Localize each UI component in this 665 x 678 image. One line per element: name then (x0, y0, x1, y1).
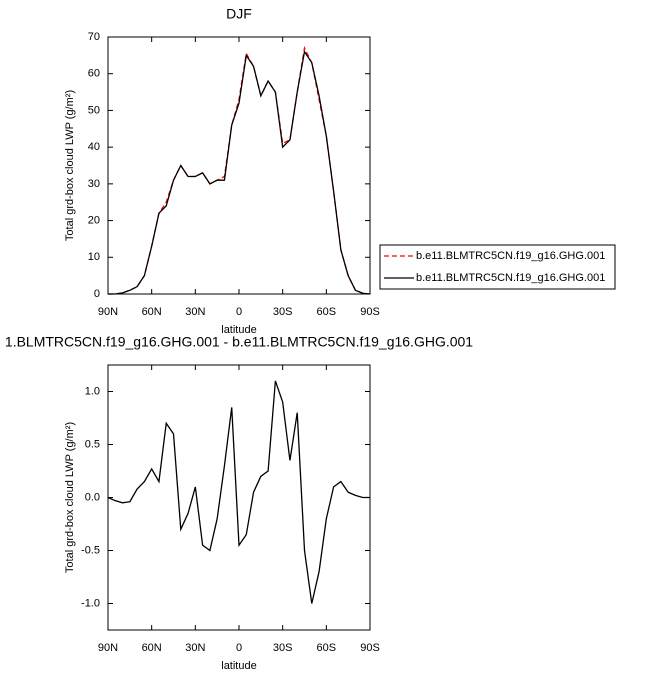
y-tick-label: -1.0 (81, 597, 100, 609)
y-tick-label: 70 (88, 31, 100, 43)
plot-frame (107, 364, 371, 631)
legend-label: b.e11.BLMTRC5CN.f19_g16.GHG.001 (416, 272, 605, 284)
y-tick-label: 0.0 (85, 491, 100, 503)
x-tick-label: 0 (236, 642, 242, 654)
y-tick-label: 10 (88, 251, 100, 263)
y-tick-label: 0 (94, 288, 100, 300)
x-tick-label: 30S (273, 642, 293, 654)
y-axis-label: Total grd-box cloud LWP (g/m²) (64, 90, 76, 241)
x-tick-label: 0 (236, 306, 242, 318)
y-tick-label: -0.5 (81, 544, 100, 556)
x-tick-label: 60S (317, 306, 337, 318)
chart-title: 1.BLMTRC5CN.f19_g16.GHG.001 - b.e11.BLMT… (5, 334, 473, 350)
y-axis-label: Total grd-box cloud LWP (g/m²) (64, 422, 76, 573)
legend-label: b.e11.BLMTRC5CN.f19_g16.GHG.001 (416, 250, 605, 262)
data-line (108, 49, 371, 295)
plot-frame (107, 36, 371, 295)
y-tick-label: 1.0 (85, 385, 100, 397)
chart-title: DJF (226, 6, 252, 22)
y-tick-label: 0.5 (85, 438, 100, 450)
x-tick-label: 30N (185, 642, 205, 654)
data-line (107, 380, 370, 604)
x-tick-label: 90S (360, 306, 380, 318)
x-tick-label: 30S (273, 306, 293, 318)
x-tick-label: 60N (142, 306, 162, 318)
x-tick-label: 90N (98, 306, 118, 318)
y-tick-label: 50 (88, 104, 100, 116)
x-tick-label: 90S (360, 642, 380, 654)
y-tick-label: 20 (88, 214, 100, 226)
x-axis-label: latitude (221, 660, 256, 672)
y-tick-label: 40 (88, 141, 100, 153)
x-tick-label: 60S (317, 642, 337, 654)
legend-box (379, 244, 616, 290)
y-tick-label: 30 (88, 178, 100, 190)
x-tick-label: 90N (98, 642, 118, 654)
x-tick-label: 60N (142, 642, 162, 654)
x-axis-label: latitude (221, 324, 256, 336)
x-tick-label: 30N (185, 306, 205, 318)
y-tick-label: 60 (88, 68, 100, 80)
